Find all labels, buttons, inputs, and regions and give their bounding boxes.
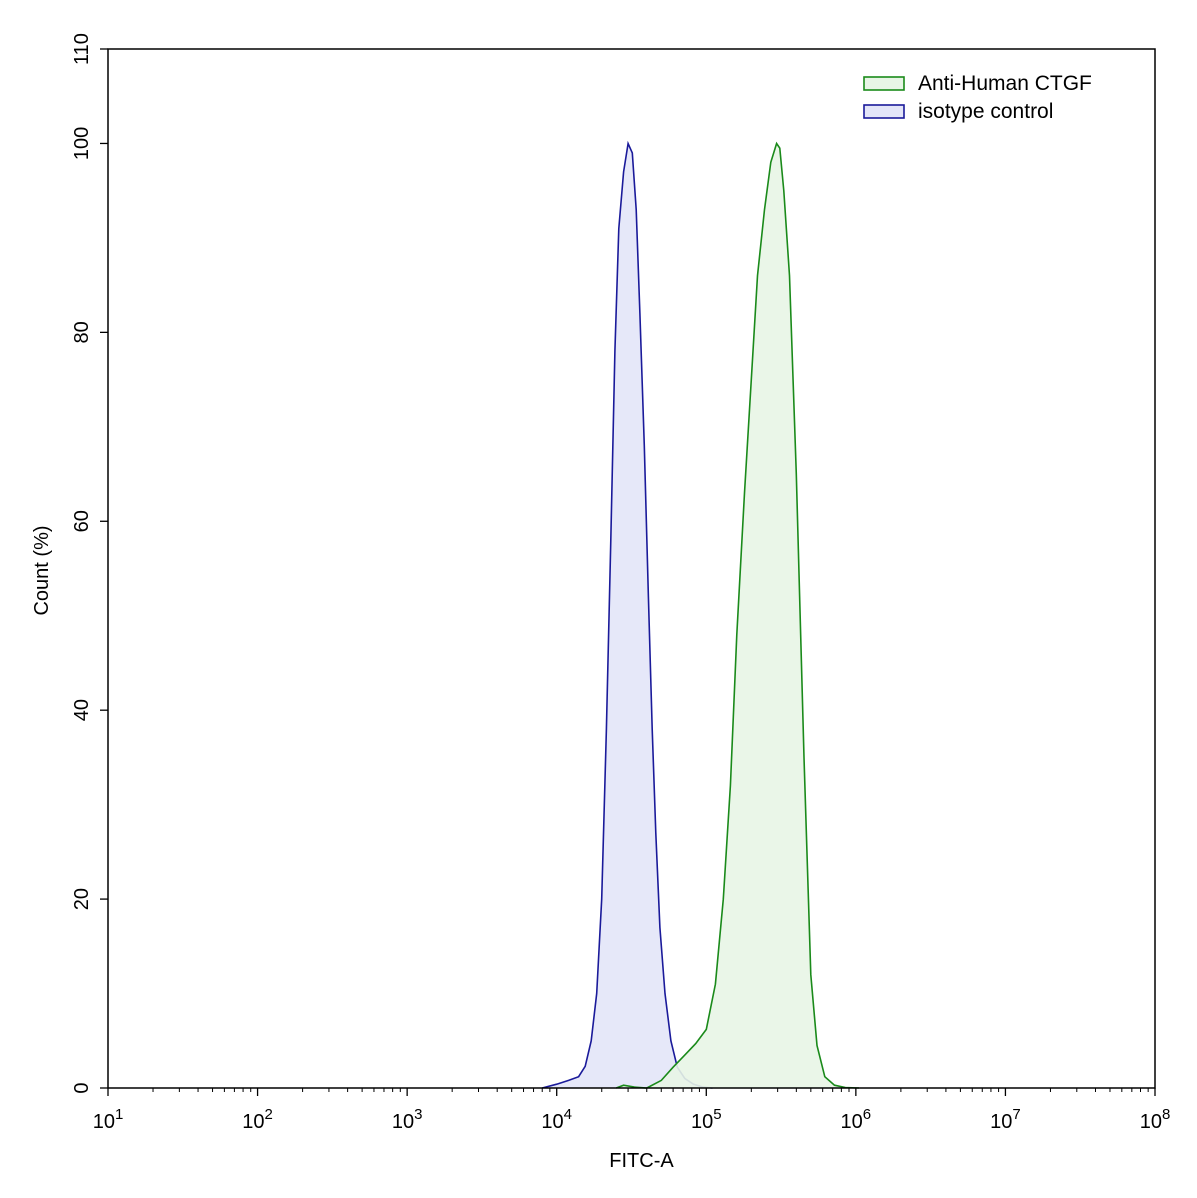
- legend-swatch-isotype-control: [863, 104, 905, 119]
- x-tick-label: 103: [392, 1106, 423, 1133]
- series-line-anti-human-ctgf: [615, 141, 860, 1089]
- x-tick-label: 101: [93, 1106, 124, 1133]
- y-tick-label: 100: [71, 127, 93, 160]
- series-line-isotype-control: [541, 140, 713, 1089]
- y-tick-label: 80: [71, 321, 93, 343]
- y-axis-title: Count (%): [31, 525, 53, 615]
- ticks-layer: [100, 48, 1156, 1096]
- x-tick-label: 106: [841, 1106, 872, 1133]
- y-tick-label: 60: [71, 510, 93, 532]
- x-axis-title: FITC-A: [609, 1150, 674, 1172]
- y-tick-label: 40: [71, 699, 93, 721]
- legend-label-isotype-control: isotype control: [918, 100, 1053, 123]
- x-tick-label: 107: [990, 1106, 1021, 1133]
- x-tick-label: 108: [1140, 1106, 1171, 1133]
- y-tick-label: 0: [71, 1082, 93, 1093]
- x-tick-label: 105: [691, 1106, 722, 1133]
- x-tick-label: 104: [541, 1106, 572, 1133]
- x-tick-label: 102: [242, 1106, 273, 1133]
- legend: Anti-Human CTGF isotype control: [863, 72, 1092, 123]
- series-area-anti-human-ctgf: [616, 143, 859, 1088]
- labels-layer: 101 102 103 104 105 106 107 108 0 20 40 60 80 100 110: [71, 33, 1170, 1133]
- legend-swatch-anti-human-ctgf: [863, 76, 905, 91]
- plot-frame: [107, 48, 1156, 1089]
- y-tick-label: 20: [71, 888, 93, 910]
- legend-label-anti-human-ctgf: Anti-Human CTGF: [918, 72, 1092, 95]
- series-area-isotype-control: [542, 143, 713, 1088]
- y-tick-label: 110: [71, 33, 93, 65]
- curves-layer: [541, 140, 860, 1089]
